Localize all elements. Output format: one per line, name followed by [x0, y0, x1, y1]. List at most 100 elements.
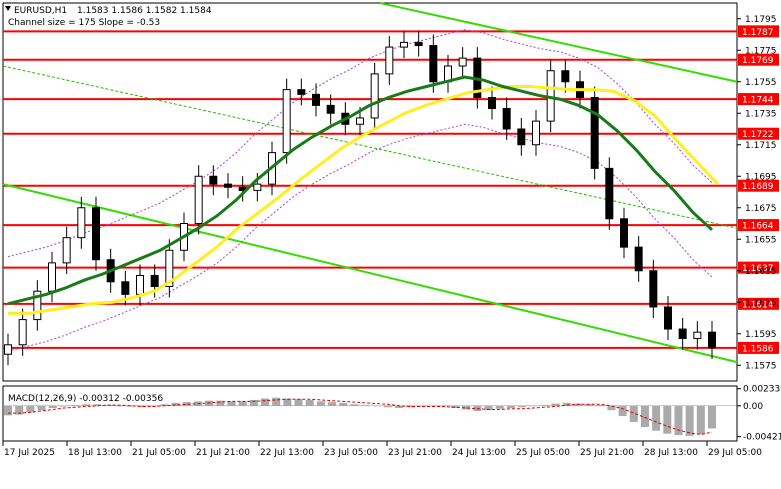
- candle-body: [605, 167, 614, 220]
- level-price-label: 1.1744: [742, 96, 774, 106]
- level-price-label: 1.1689: [742, 182, 774, 192]
- macd-histogram-bar: [708, 405, 716, 429]
- time-tick-label: 23 Jul 05:00: [324, 448, 378, 458]
- candle-body: [370, 73, 379, 119]
- channel-info: Channel size = 175 Slope = -0.53: [8, 18, 160, 28]
- candle-body: [458, 57, 467, 67]
- candle-body: [165, 249, 174, 287]
- macd-histogram-bar: [261, 398, 270, 406]
- candle-body: [18, 319, 27, 346]
- level-price-tag: [738, 53, 779, 66]
- candle-body: [649, 270, 658, 308]
- candle-body: [312, 93, 320, 106]
- candle-body: [590, 97, 599, 169]
- macd-histogram-bar: [37, 405, 46, 411]
- time-tick-label: 29 Jul 05:00: [708, 448, 762, 458]
- macd-histogram-bar: [674, 405, 683, 436]
- level-price-label: 1.1664: [742, 222, 774, 232]
- macd-histogram-bar: [395, 405, 404, 408]
- macd-histogram-bar: [26, 405, 35, 413]
- macd-histogram-bar: [462, 405, 471, 410]
- macd-histogram-bar: [160, 404, 169, 406]
- price-tick-label: 1.1775: [745, 46, 777, 56]
- candle-body: [194, 175, 203, 224]
- macd-tick-label: -0.00421: [743, 433, 781, 443]
- level-price-tag: [738, 93, 779, 106]
- trend-channels: [2, 2, 738, 364]
- price-tick-label: 1.1575: [745, 361, 777, 371]
- macd-histogram-bar: [238, 401, 247, 406]
- candle-body: [282, 89, 291, 154]
- candle-body: [209, 175, 218, 185]
- candle-body: [429, 45, 438, 83]
- candle-body: [517, 128, 526, 146]
- candle-body: [708, 331, 716, 349]
- macd-histogram-bar: [652, 405, 661, 431]
- macd-histogram-bar: [82, 404, 91, 406]
- collapse-triangle-icon[interactable]: [5, 6, 11, 11]
- macd-histogram-bar: [182, 402, 191, 406]
- level-price-label: 1.1637: [742, 264, 774, 274]
- price-tick-label: 1.1715: [745, 141, 777, 151]
- macd-histogram-bar: [383, 405, 392, 408]
- macd-tick-label: 0.00233: [743, 385, 780, 395]
- macd-histogram-bar: [663, 405, 672, 434]
- macd-histogram-bar: [540, 405, 549, 406]
- time-tick-label: 18 Jul 13:00: [68, 448, 122, 458]
- macd-histogram-bar: [4, 405, 12, 416]
- level-price-tag: [738, 261, 779, 274]
- macd-histogram-bar: [339, 402, 348, 406]
- candle-body: [634, 246, 643, 272]
- macd-histogram-bar: [216, 400, 225, 406]
- macd-histogram-bar: [350, 404, 359, 406]
- macd-histogram-bar: [305, 399, 314, 406]
- level-price-label: 1.1586: [742, 344, 774, 354]
- macd-indicator: 0.00233 0.00 -0.00421: [3, 385, 781, 443]
- macd-histogram-bar: [640, 405, 649, 428]
- symbol-label: EURUSD,H1: [14, 6, 67, 16]
- candle-body: [4, 344, 12, 355]
- candle-body: [121, 281, 130, 295]
- candle-body: [693, 331, 702, 339]
- candle-body: [253, 183, 262, 191]
- candle-body: [326, 104, 335, 114]
- macd-histogram-bar: [294, 399, 303, 406]
- candle-body: [532, 120, 540, 146]
- price-tick-label: 1.1695: [745, 172, 777, 182]
- macd-histogram-bar: [316, 401, 325, 406]
- macd-histogram-bar: [372, 405, 381, 407]
- candle-body: [356, 117, 364, 125]
- macd-histogram-bar: [506, 405, 515, 408]
- fast-ma-line: [7, 75, 714, 306]
- level-price-label: 1.1722: [742, 130, 774, 140]
- envelope-upper-line: [7, 29, 713, 258]
- price-tick-label: 1.1675: [745, 204, 777, 214]
- candle-body: [664, 306, 672, 330]
- macd-histogram-bar: [529, 405, 538, 407]
- price-axis: 1.17951.17751.17551.17351.17151.16951.16…: [737, 15, 777, 371]
- price-tick-label: 1.1615: [745, 298, 777, 308]
- level-price-tag: [738, 179, 779, 192]
- price-tick-label: 1.1635: [745, 267, 777, 277]
- macd-histogram-bar: [48, 405, 57, 408]
- candle-body: [678, 328, 687, 339]
- candle-body: [400, 41, 408, 48]
- level-price-label: 1.1769: [742, 56, 774, 66]
- channel-lower-line: [2, 183, 738, 364]
- time-tick-label: 21 Jul 21:00: [196, 448, 250, 458]
- candle-body: [488, 97, 496, 110]
- candle-body: [48, 262, 56, 292]
- macd-histogram-bar: [272, 397, 281, 406]
- channel-mid-line: [2, 65, 738, 229]
- candle-body: [224, 183, 232, 188]
- macd-histogram-bar: [138, 405, 147, 408]
- macd-histogram-bar: [171, 402, 180, 406]
- macd-histogram-bar: [361, 405, 370, 406]
- candle-body: [77, 207, 86, 239]
- time-tick-label: 21 Jul 05:00: [132, 448, 186, 458]
- macd-histogram-bar: [618, 405, 627, 417]
- macd-histogram-bar: [71, 405, 80, 406]
- macd-histogram-bar: [484, 405, 493, 411]
- macd-signal-line: [8, 398, 713, 435]
- candlesticks: [4, 31, 716, 366]
